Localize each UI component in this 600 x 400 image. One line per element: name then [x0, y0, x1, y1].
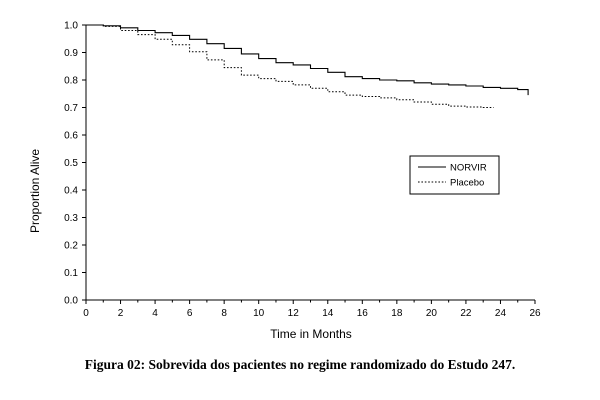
x-tick-label: 26 — [529, 308, 541, 319]
x-tick-label: 16 — [357, 308, 369, 319]
x-tick-label: 6 — [187, 308, 193, 319]
figure-caption: Figura 02: Sobrevida dos pacientes no re… — [84, 357, 516, 372]
series-line-placebo — [86, 24, 494, 108]
y-tick-label: 0.9 — [64, 48, 78, 59]
x-tick-label: 4 — [152, 308, 158, 319]
x-tick-label: 14 — [322, 308, 334, 319]
legend-label-norvir: NORVIR — [450, 163, 487, 174]
x-tick-label: 0 — [83, 308, 89, 319]
axes: 0.00.10.20.30.40.50.60.70.80.91.00 2 4 6 8 10… — [64, 21, 541, 320]
survival-chart: 0.00.10.20.30.40.50.60.70.80.91.00 2 4 6 8 10… — [28, 21, 541, 342]
y-tick-label: 0.6 — [64, 131, 78, 142]
x-tick-label: 20 — [426, 308, 438, 319]
y-tick-label: 1.0 — [64, 21, 78, 32]
y-tick-label: 0.3 — [64, 213, 78, 224]
y-tick-label: 0.5 — [64, 158, 78, 169]
x-tick-label: 8 — [221, 308, 227, 319]
legend-box — [409, 155, 500, 195]
x-tick-label: 12 — [288, 308, 300, 319]
y-axis-title: Proportion Alive — [28, 149, 42, 233]
x-axis-title: Time in Months — [270, 327, 352, 341]
y-tick-label: 0.2 — [64, 241, 78, 252]
y-tick-label: 0.4 — [64, 186, 78, 197]
x-tick-label: 22 — [460, 308, 472, 319]
series-lines — [86, 24, 529, 108]
legend-label-placebo: Placebo — [450, 178, 484, 189]
legend: NORVIR Placebo — [409, 155, 500, 195]
series-line-norvir — [86, 24, 529, 96]
y-tick-label: 0.0 — [64, 296, 78, 307]
y-tick-label: 0.1 — [64, 268, 78, 279]
x-tick-label: 10 — [253, 308, 265, 319]
y-tick-label: 0.8 — [64, 76, 78, 87]
y-tick-label: 0.7 — [64, 103, 78, 114]
x-tick-label: 18 — [391, 308, 403, 319]
x-tick-label: 24 — [495, 308, 507, 319]
x-tick-label: 2 — [118, 308, 124, 319]
